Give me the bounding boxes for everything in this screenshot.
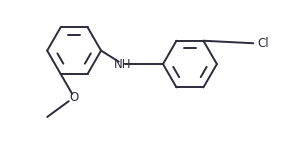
Text: Cl: Cl: [257, 37, 269, 50]
Text: O: O: [70, 91, 79, 104]
Text: NH: NH: [114, 58, 131, 71]
